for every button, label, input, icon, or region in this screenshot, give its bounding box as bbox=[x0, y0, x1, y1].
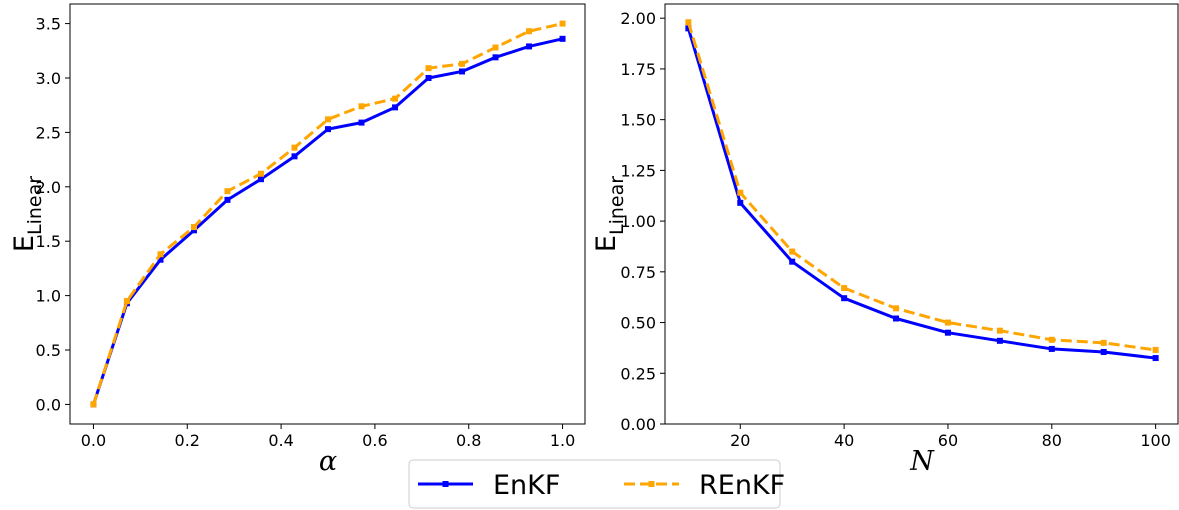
x-tick-label: 40 bbox=[834, 431, 854, 450]
data-point-renkf bbox=[789, 248, 796, 255]
series-line-renkf bbox=[92, 22, 563, 405]
data-point-enkf bbox=[737, 199, 744, 206]
data-point-enkf bbox=[789, 258, 796, 265]
data-point-enkf bbox=[559, 35, 566, 42]
data-point-enkf bbox=[291, 153, 298, 160]
y-tick-label: 0.75 bbox=[620, 263, 656, 282]
x-tick-label: 1.0 bbox=[550, 431, 575, 450]
y-tick-label: 1.5 bbox=[36, 232, 61, 251]
data-point-enkf bbox=[190, 227, 197, 234]
x-tick-label: 60 bbox=[938, 431, 958, 450]
y-tick-label: 3.0 bbox=[36, 69, 61, 88]
data-point-enkf bbox=[157, 256, 164, 263]
data-point-renkf bbox=[737, 189, 744, 196]
data-point-enkf bbox=[1100, 348, 1107, 355]
data-point-renkf bbox=[190, 224, 197, 231]
data-point-renkf bbox=[325, 116, 331, 123]
data-point-enkf bbox=[1152, 355, 1159, 362]
x-tick-label: 0.6 bbox=[362, 431, 387, 450]
y-tick-label: 0.0 bbox=[36, 395, 61, 414]
y-tick-label: 0.00 bbox=[620, 415, 656, 434]
data-point-renkf bbox=[1152, 346, 1159, 353]
data-point-enkf bbox=[492, 54, 499, 61]
data-point-renkf bbox=[893, 305, 900, 312]
x-tick-label: 80 bbox=[1042, 431, 1062, 450]
data-point-enkf bbox=[1048, 345, 1055, 352]
data-point-renkf bbox=[425, 65, 432, 72]
x-tick-label: 20 bbox=[730, 431, 750, 450]
data-point-enkf bbox=[392, 104, 399, 111]
legend-label-renkf: REnKF bbox=[699, 470, 785, 501]
data-point-renkf bbox=[392, 95, 399, 102]
data-point-enkf bbox=[257, 176, 264, 183]
legend-marker-renkf bbox=[648, 481, 655, 487]
data-point-renkf bbox=[841, 285, 848, 292]
x-tick-label: 0.2 bbox=[175, 431, 200, 450]
y-axis-label: ELinear bbox=[9, 176, 46, 252]
data-point-renkf bbox=[257, 170, 264, 177]
y-axis-label-main: E bbox=[591, 235, 622, 252]
data-point-renkf bbox=[944, 319, 951, 326]
x-tick-label: 0.8 bbox=[456, 431, 481, 450]
y-axis-label-main: E bbox=[9, 235, 40, 252]
data-point-renkf bbox=[526, 28, 533, 35]
y-axis-label: ELinear bbox=[591, 176, 628, 252]
data-point-enkf bbox=[893, 315, 900, 322]
data-point-renkf bbox=[123, 298, 130, 305]
data-point-renkf bbox=[1048, 336, 1055, 343]
data-point-enkf bbox=[425, 74, 432, 81]
chart-n: 20 40 60 80 100 0.00 0.25 0.50 0.75 1.00 1.25 1.50 1… bbox=[591, 3, 1179, 477]
data-point-enkf bbox=[685, 25, 692, 32]
data-point-renkf bbox=[157, 251, 164, 258]
data-point-renkf bbox=[291, 144, 298, 151]
y-tick-label: 1.75 bbox=[620, 60, 656, 79]
data-point-renkf bbox=[224, 188, 231, 195]
legend-box bbox=[408, 459, 781, 509]
y-tick-label: 1.00 bbox=[620, 212, 656, 231]
plot-frame bbox=[69, 3, 586, 425]
x-axis-label: α bbox=[319, 446, 337, 477]
chart-alpha: 0.0 0.2 0.4 0.6 0.8 1.0 0.0 0.5 1.0 1.5 2.0 2.5 3.0 3… bbox=[9, 3, 586, 477]
data-point-enkf bbox=[526, 43, 533, 50]
series-line-enkf bbox=[92, 37, 563, 405]
y-tick-label: 2.00 bbox=[620, 9, 656, 28]
plot-frame bbox=[664, 3, 1179, 425]
data-point-renkf bbox=[358, 103, 365, 110]
data-point-enkf bbox=[459, 68, 466, 75]
y-axis-label-subscript: Linear bbox=[24, 176, 46, 235]
y-tick-label: 1.50 bbox=[620, 111, 656, 130]
data-point-enkf bbox=[224, 196, 231, 203]
data-point-renkf bbox=[996, 327, 1003, 334]
x-tick-label: 0.0 bbox=[81, 431, 106, 450]
x-tick-label: 100 bbox=[1140, 431, 1171, 450]
y-tick-label: 2.5 bbox=[36, 123, 61, 142]
data-point-enkf bbox=[325, 126, 331, 133]
data-point-renkf bbox=[685, 19, 692, 26]
data-point-renkf bbox=[559, 20, 566, 27]
y-tick-label: 0.50 bbox=[620, 314, 656, 333]
y-tick-label: 3.5 bbox=[36, 15, 61, 34]
y-axis-label-subscript: Linear bbox=[606, 176, 628, 235]
data-point-enkf bbox=[841, 295, 848, 302]
data-point-enkf bbox=[944, 329, 951, 336]
legend-marker-enkf bbox=[442, 481, 449, 487]
y-tick-label: 1.0 bbox=[36, 287, 61, 306]
data-point-renkf bbox=[90, 401, 97, 408]
legend: EnKF REnKF bbox=[408, 459, 785, 509]
x-tick-label: 0.4 bbox=[268, 431, 293, 450]
data-point-enkf bbox=[358, 119, 365, 126]
data-point-renkf bbox=[492, 44, 499, 51]
x-axis-label: N bbox=[909, 446, 935, 477]
y-tick-label: 0.5 bbox=[36, 341, 61, 360]
y-tick-label: 2.0 bbox=[36, 178, 61, 197]
y-tick-label: 0.25 bbox=[620, 364, 656, 383]
data-point-renkf bbox=[1100, 339, 1107, 346]
data-point-enkf bbox=[996, 337, 1003, 344]
series-line-renkf bbox=[686, 21, 1156, 352]
series-line-enkf bbox=[686, 27, 1156, 360]
data-point-renkf bbox=[459, 60, 466, 67]
legend-label-enkf: EnKF bbox=[493, 470, 560, 501]
y-tick-label: 1.25 bbox=[620, 161, 656, 180]
